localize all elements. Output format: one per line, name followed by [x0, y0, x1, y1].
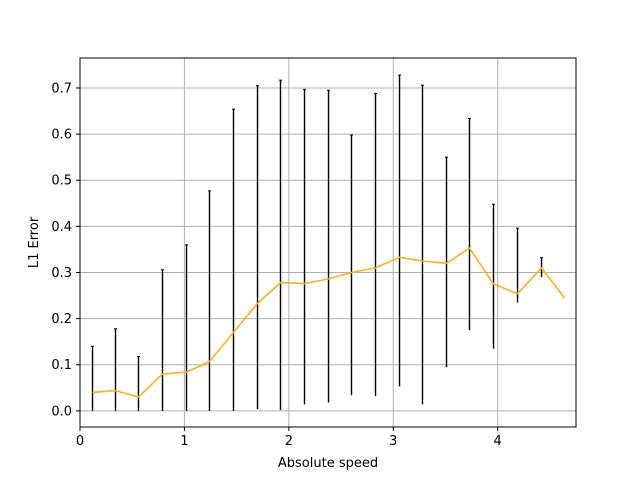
x-tick-label: 0 [76, 434, 84, 449]
series-line [92, 247, 566, 398]
y-tick-label: 0.3 [51, 266, 72, 281]
y-tick-label: 0.0 [51, 404, 72, 419]
x-tick-label: 4 [494, 434, 502, 449]
line-series [92, 247, 566, 398]
error-bars [91, 74, 544, 411]
y-tick-label: 0.4 [51, 220, 72, 235]
y-tick-label: 0.1 [51, 358, 72, 373]
y-axis-label: L1 Error [27, 216, 42, 268]
x-tick-label: 1 [180, 434, 188, 449]
y-tick-label: 0.6 [51, 128, 72, 143]
x-axis-label: Absolute speed [278, 456, 378, 471]
y-axis: 0.0 0.1 0.2 0.3 0.4 0.5 0.6 0.7 [51, 81, 80, 419]
x-tick-label: 2 [285, 434, 293, 449]
plot-frame [79, 57, 577, 428]
y-tick-label: 0.7 [51, 81, 72, 96]
x-axis: 0 1 2 3 4 [76, 427, 502, 449]
y-tick-label: 0.5 [51, 174, 72, 189]
y-tick-label: 0.2 [51, 312, 72, 327]
x-tick-label: 3 [389, 434, 397, 449]
